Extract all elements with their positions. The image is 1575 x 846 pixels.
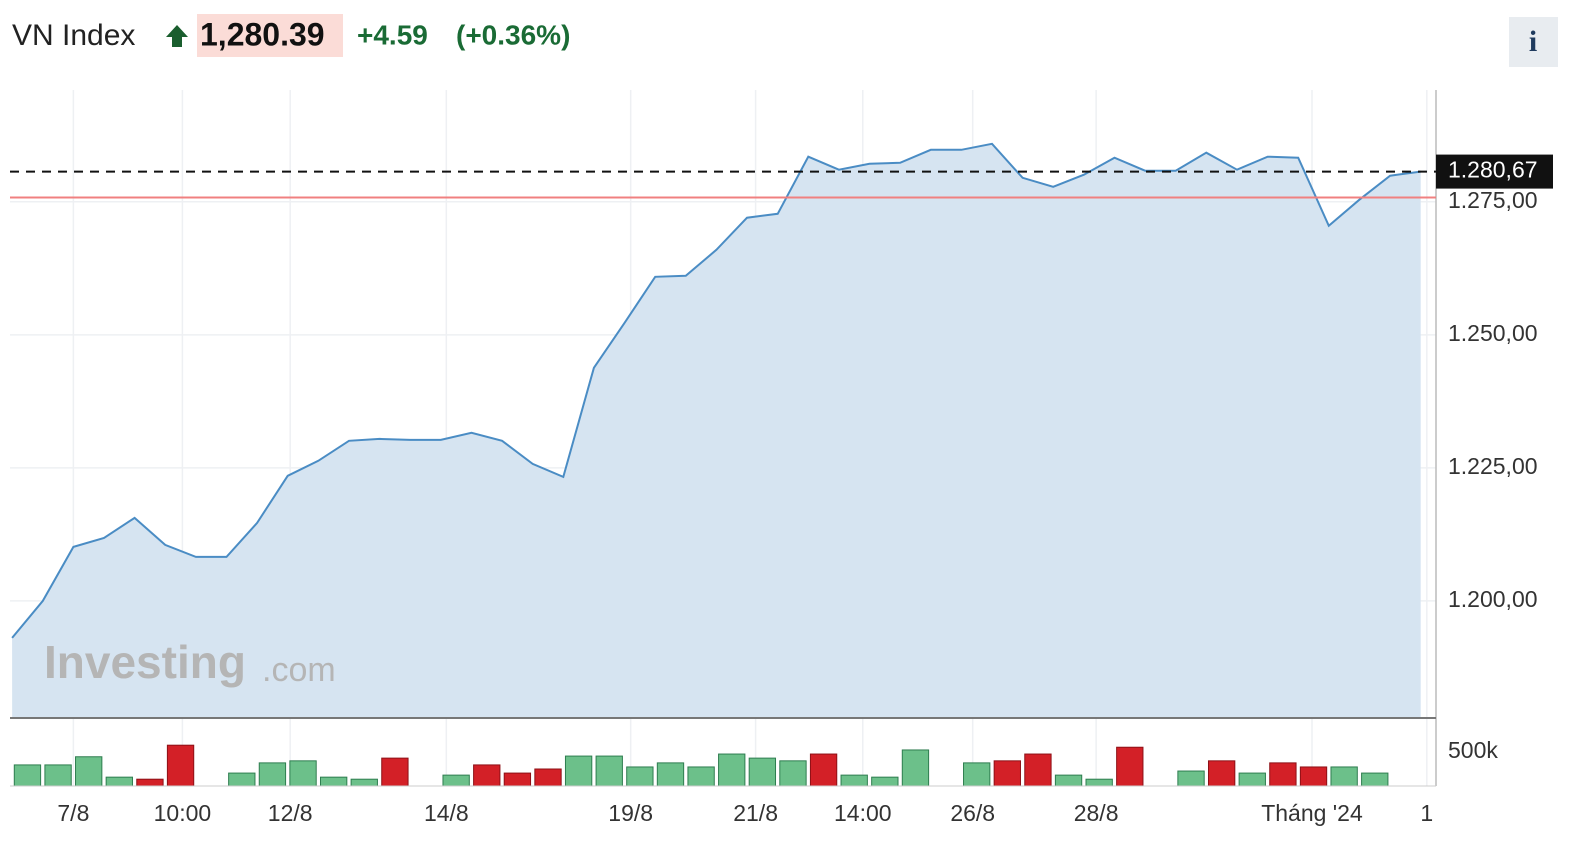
x-tick-label: Tháng '24 bbox=[1261, 800, 1363, 826]
volume-bar bbox=[1054, 774, 1083, 787]
volume-bar bbox=[442, 774, 470, 787]
x-tick-label: 1 bbox=[1420, 800, 1433, 826]
volume-bar bbox=[503, 772, 532, 787]
volume-bar bbox=[1238, 772, 1266, 787]
volume-bar bbox=[350, 778, 378, 787]
volume-bar bbox=[473, 764, 501, 787]
volume-bar bbox=[105, 776, 133, 787]
volume-bar bbox=[1330, 766, 1358, 787]
plot bbox=[11, 142, 1421, 787]
x-tick-label: 14:00 bbox=[834, 800, 892, 826]
info-icon[interactable]: i bbox=[1529, 25, 1537, 58]
volume-bar bbox=[564, 755, 593, 787]
last-price-label: 1.280,67 bbox=[1448, 157, 1538, 183]
x-tick-label: 7/8 bbox=[57, 800, 89, 826]
watermark-suffix: .com bbox=[262, 651, 336, 689]
volume-bar bbox=[1024, 753, 1052, 787]
volume-bar bbox=[809, 753, 838, 787]
x-tick-label: 26/8 bbox=[950, 800, 995, 826]
x-tick-label: 10:00 bbox=[154, 800, 212, 826]
change-pct: (+0.36%) bbox=[456, 19, 570, 50]
volume-bar bbox=[13, 764, 42, 787]
volume-bar bbox=[840, 774, 868, 787]
volume-bar bbox=[319, 776, 348, 787]
index-name: VN Index bbox=[12, 19, 135, 52]
volume-bar bbox=[993, 760, 1021, 787]
volume-bar bbox=[901, 749, 930, 787]
volume-bar bbox=[687, 766, 715, 787]
volume-bar bbox=[1269, 762, 1297, 787]
volume-bar bbox=[136, 778, 164, 787]
x-tick-label: 28/8 bbox=[1074, 800, 1119, 826]
y-tick-label: 1.200,00 bbox=[1448, 586, 1538, 612]
x-tick-label: 19/8 bbox=[608, 800, 653, 826]
volume-bar bbox=[258, 762, 287, 787]
y-tick-label: 1.250,00 bbox=[1448, 320, 1538, 346]
volume-bar bbox=[718, 753, 746, 787]
watermark: Investing bbox=[44, 636, 246, 688]
volume-bar bbox=[1299, 766, 1328, 787]
volume-bar bbox=[963, 762, 991, 787]
x-tick-label: 12/8 bbox=[268, 800, 313, 826]
volume-bar bbox=[1207, 760, 1236, 787]
price: 1,280.39 bbox=[200, 16, 325, 52]
volume-bar bbox=[381, 757, 409, 787]
info-button[interactable] bbox=[1509, 17, 1558, 67]
volume-bar bbox=[75, 756, 103, 787]
last-price-box bbox=[1436, 154, 1553, 189]
volume-bar bbox=[626, 766, 654, 787]
volume-bar bbox=[748, 757, 777, 787]
volume-bar bbox=[595, 755, 623, 787]
volume-bar bbox=[166, 744, 195, 787]
volume-bar bbox=[1085, 778, 1113, 787]
volume-bar bbox=[779, 760, 807, 787]
price-line bbox=[11, 142, 1421, 639]
price-box bbox=[197, 14, 343, 57]
y-tick-label: 500k bbox=[1448, 737, 1498, 763]
overlay: 1.200,00 1.225,00 1.250,00 1.275,00 1.280,67… bbox=[10, 154, 1553, 826]
y-tick-label: 1.225,00 bbox=[1448, 453, 1538, 479]
volume-bar bbox=[289, 760, 317, 787]
up-arrow bbox=[166, 25, 188, 47]
y-tick-label: 1.275,00 bbox=[1448, 187, 1538, 213]
volume-bar bbox=[1361, 772, 1389, 787]
x-tick-label: 14/8 bbox=[424, 800, 469, 826]
area-fill bbox=[12, 143, 1421, 719]
volume-bar bbox=[656, 762, 685, 787]
volume-bar bbox=[1116, 746, 1144, 787]
change: +4.59 bbox=[357, 19, 428, 50]
volume-bar bbox=[44, 764, 72, 787]
volume-bar bbox=[534, 768, 562, 787]
volume-bar bbox=[871, 776, 899, 787]
volume-bar bbox=[228, 772, 256, 787]
x-tick-label: 21/8 bbox=[733, 800, 778, 826]
volume-bar bbox=[1177, 770, 1205, 787]
